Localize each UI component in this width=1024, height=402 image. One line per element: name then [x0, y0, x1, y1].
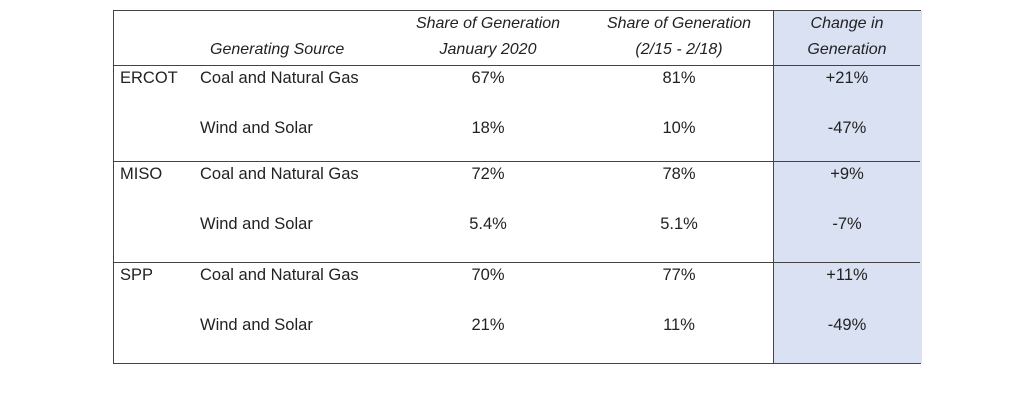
- jan-share-cell: 18%: [471, 119, 505, 137]
- source-cell: Wind and Solar: [200, 119, 313, 137]
- change-cell: +21%: [825, 69, 869, 87]
- change-column-highlight: [773, 11, 922, 363]
- jan-share-cell: 72%: [471, 165, 505, 183]
- feb-share-cell: 5.1%: [660, 215, 698, 233]
- feb-share-cell: 77%: [662, 266, 696, 284]
- header-change-1: Change in: [810, 15, 884, 32]
- source-cell: Wind and Solar: [200, 215, 313, 233]
- source-cell: Coal and Natural Gas: [200, 69, 359, 87]
- change-cell: -7%: [832, 215, 862, 233]
- divider: [114, 65, 920, 66]
- jan-share-cell: 21%: [471, 316, 505, 334]
- source-cell: Wind and Solar: [200, 316, 313, 334]
- divider: [114, 262, 920, 263]
- generation-table: Generating Source Share of Generation Ja…: [113, 10, 922, 364]
- header-feb-2: (2/15 - 2/18): [635, 41, 723, 58]
- jan-share-cell: 70%: [471, 266, 505, 284]
- header-change-2: Generation: [807, 41, 887, 58]
- region-label: ERCOT: [120, 69, 178, 87]
- change-cell: -49%: [827, 316, 867, 334]
- change-cell: -47%: [827, 119, 867, 137]
- header-jan-1: Share of Generation: [415, 15, 561, 32]
- region-label: MISO: [120, 165, 163, 183]
- feb-share-cell: 11%: [663, 316, 695, 334]
- feb-share-cell: 78%: [662, 165, 696, 183]
- feb-share-cell: 10%: [662, 119, 696, 137]
- region-label: SPP: [120, 266, 154, 284]
- change-cell: +11%: [826, 266, 868, 284]
- source-cell: Coal and Natural Gas: [200, 266, 359, 284]
- feb-share-cell: 81%: [662, 69, 696, 87]
- jan-share-cell: 67%: [471, 69, 505, 87]
- divider: [114, 161, 920, 162]
- header-jan-2: January 2020: [439, 41, 537, 58]
- change-cell: +9%: [830, 165, 864, 183]
- header-source: Generating Source: [210, 41, 345, 58]
- header-feb-1: Share of Generation: [606, 15, 752, 32]
- source-cell: Coal and Natural Gas: [200, 165, 359, 183]
- jan-share-cell: 5.4%: [469, 215, 507, 233]
